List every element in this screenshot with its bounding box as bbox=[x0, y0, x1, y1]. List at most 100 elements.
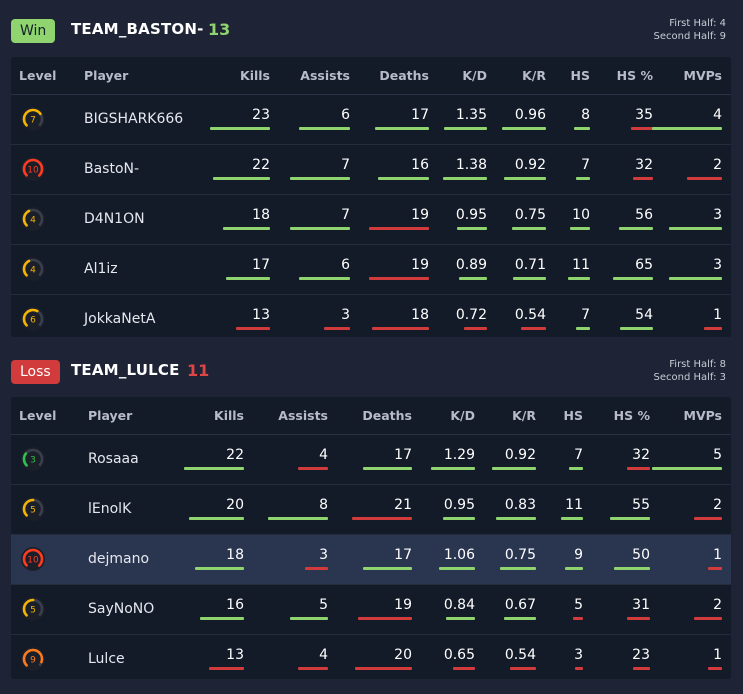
col-kd[interactable]: K/D bbox=[462, 68, 487, 83]
bar-headshots bbox=[576, 327, 590, 330]
col-hs-percent[interactable]: HS % bbox=[613, 408, 650, 423]
stat-headshot-percent: 65 bbox=[635, 257, 653, 273]
col-hs[interactable]: HS bbox=[570, 68, 590, 83]
player-row[interactable]: 10 dejmano 18 3 17 1.06 0.75 9 50 1 bbox=[11, 535, 731, 585]
stat-kr-ratio: 0.54 bbox=[514, 307, 546, 323]
level-number: 10 bbox=[27, 166, 39, 176]
stat-deaths: 19 bbox=[411, 257, 429, 273]
bar-mvps bbox=[669, 227, 722, 230]
player-row[interactable]: 3 Rosaaa 22 4 17 1.29 0.92 7 32 5 bbox=[11, 435, 731, 485]
col-player[interactable]: Player bbox=[84, 68, 129, 83]
stat-kills: 23 bbox=[252, 107, 270, 123]
bar-headshots bbox=[576, 177, 590, 180]
level-number: 4 bbox=[30, 266, 36, 276]
player-name[interactable]: lEnolK bbox=[88, 501, 132, 517]
col-deaths[interactable]: Deaths bbox=[379, 68, 429, 83]
bar-deaths bbox=[375, 127, 429, 130]
stat-assists: 6 bbox=[341, 107, 350, 123]
col-mvps[interactable]: MVPs bbox=[683, 408, 723, 423]
second-half: Second Half: 9 bbox=[653, 31, 726, 42]
player-name[interactable]: BastoN- bbox=[84, 161, 140, 177]
bar-assists bbox=[324, 327, 350, 330]
stat-headshots: 10 bbox=[572, 207, 590, 223]
level-icon: 9 bbox=[21, 647, 45, 671]
col-player[interactable]: Player bbox=[88, 408, 133, 423]
stat-mvps: 2 bbox=[713, 597, 722, 613]
stat-kr-ratio: 0.75 bbox=[514, 207, 546, 223]
stat-assists: 4 bbox=[319, 447, 328, 463]
stat-mvps: 2 bbox=[713, 157, 722, 173]
stat-mvps: 3 bbox=[713, 207, 722, 223]
player-name[interactable]: dejmano bbox=[88, 551, 150, 567]
half-scores: First Half: 8 Second Half: 3 bbox=[654, 358, 726, 384]
stat-headshots: 7 bbox=[581, 157, 590, 173]
stat-kills: 16 bbox=[226, 597, 244, 613]
bar-deaths bbox=[369, 227, 429, 230]
bar-kd-ratio bbox=[443, 517, 475, 520]
player-name[interactable]: JokkaNetA bbox=[84, 311, 156, 327]
stat-kills: 17 bbox=[252, 257, 270, 273]
player-name[interactable]: D4N1ON bbox=[84, 211, 145, 227]
col-kd[interactable]: K/D bbox=[450, 408, 475, 423]
bar-kills bbox=[226, 277, 270, 280]
table-body: 7 BIGSHARK666 23 6 17 1.35 0.96 8 35 4 10 BastoN- 22… bbox=[11, 95, 731, 337]
player-row[interactable]: 6 JokkaNetA 13 3 18 0.72 0.54 7 54 1 bbox=[11, 295, 731, 337]
player-row[interactable]: 7 BIGSHARK666 23 6 17 1.35 0.96 8 35 4 bbox=[11, 95, 731, 145]
stat-kr-ratio: 0.92 bbox=[504, 447, 536, 463]
bar-kd-ratio bbox=[446, 617, 475, 620]
level-icon: 4 bbox=[21, 257, 45, 281]
col-kr[interactable]: K/R bbox=[512, 408, 536, 423]
stat-mvps: 4 bbox=[713, 107, 722, 123]
player-row[interactable]: 10 BastoN- 22 7 16 1.38 0.92 7 32 2 bbox=[11, 145, 731, 195]
stat-deaths: 20 bbox=[394, 647, 412, 663]
bar-kills bbox=[200, 617, 244, 620]
bar-kr-ratio bbox=[510, 667, 536, 670]
bar-deaths bbox=[369, 277, 429, 280]
col-kills[interactable]: Kills bbox=[240, 68, 270, 83]
col-kr[interactable]: K/R bbox=[522, 68, 546, 83]
player-name[interactable]: SayNoNO bbox=[88, 601, 155, 617]
player-name[interactable]: Rosaaa bbox=[88, 451, 139, 467]
player-row[interactable]: 5 lEnolK 20 8 21 0.95 0.83 11 55 2 bbox=[11, 485, 731, 535]
stat-deaths: 17 bbox=[411, 107, 429, 123]
stat-headshots: 5 bbox=[574, 597, 583, 613]
bar-kills bbox=[223, 227, 270, 230]
second-half: Second Half: 3 bbox=[653, 372, 726, 383]
stat-kills: 13 bbox=[252, 307, 270, 323]
col-level[interactable]: Level bbox=[19, 68, 57, 83]
player-row[interactable]: 9 Lulce 13 4 20 0.65 0.54 3 23 1 bbox=[11, 635, 731, 679]
col-deaths[interactable]: Deaths bbox=[362, 408, 412, 423]
bar-mvps bbox=[708, 567, 722, 570]
bar-kr-ratio bbox=[496, 517, 536, 520]
bar-kills bbox=[210, 127, 270, 130]
stat-kr-ratio: 0.92 bbox=[514, 157, 546, 173]
stat-assists: 3 bbox=[319, 547, 328, 563]
player-name[interactable]: BIGSHARK666 bbox=[84, 111, 184, 127]
col-hs[interactable]: HS bbox=[563, 408, 583, 423]
player-row[interactable]: 4 Al1iz 17 6 19 0.89 0.71 11 65 3 bbox=[11, 245, 731, 295]
first-half: First Half: 4 bbox=[669, 18, 726, 29]
stat-kr-ratio: 0.96 bbox=[514, 107, 546, 123]
bar-kd-ratio bbox=[457, 227, 487, 230]
player-name[interactable]: Lulce bbox=[88, 651, 125, 667]
bar-kd-ratio bbox=[453, 667, 475, 670]
bar-headshot-percent bbox=[614, 567, 650, 570]
col-assists[interactable]: Assists bbox=[300, 68, 350, 83]
player-row[interactable]: 5 SayNoNO 16 5 19 0.84 0.67 5 31 2 bbox=[11, 585, 731, 635]
col-assists[interactable]: Assists bbox=[278, 408, 328, 423]
bar-deaths bbox=[363, 467, 412, 470]
scoreboard-table-2: Level Player Kills Assists Deaths K/D K/… bbox=[11, 397, 731, 679]
table-header: Level Player Kills Assists Deaths K/D K/… bbox=[11, 57, 731, 95]
level-icon: 5 bbox=[21, 497, 45, 521]
stat-kr-ratio: 0.71 bbox=[514, 257, 546, 273]
stat-headshots: 7 bbox=[581, 307, 590, 323]
col-mvps[interactable]: MVPs bbox=[683, 68, 723, 83]
player-row[interactable]: 4 D4N1ON 18 7 19 0.95 0.75 10 56 3 bbox=[11, 195, 731, 245]
col-level[interactable]: Level bbox=[19, 408, 57, 423]
level-number: 5 bbox=[30, 606, 36, 616]
col-kills[interactable]: Kills bbox=[214, 408, 244, 423]
bar-headshot-percent bbox=[620, 327, 653, 330]
player-name[interactable]: Al1iz bbox=[84, 261, 118, 277]
col-hs-percent[interactable]: HS % bbox=[616, 68, 653, 83]
bar-assists bbox=[299, 127, 350, 130]
